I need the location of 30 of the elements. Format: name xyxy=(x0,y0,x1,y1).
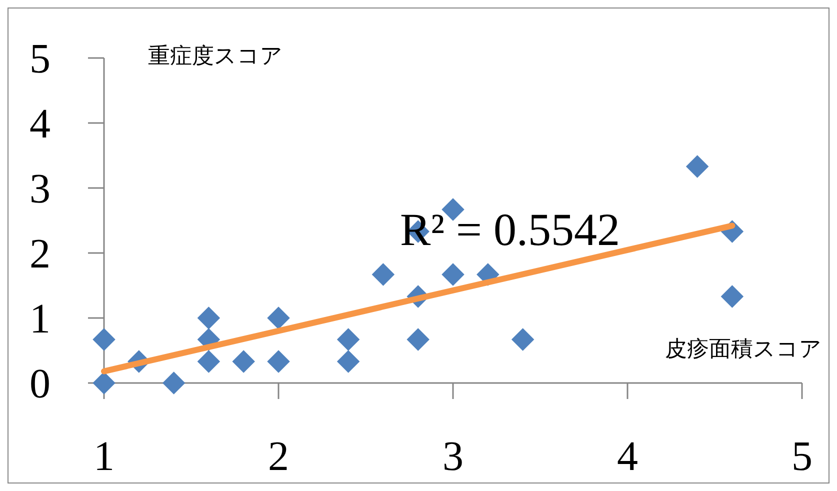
point xyxy=(406,328,430,351)
point xyxy=(686,155,709,178)
y-tick-label: 1 xyxy=(30,296,50,343)
y-tick-label: 5 xyxy=(30,36,50,83)
x-tick-label: 4 xyxy=(617,434,638,480)
point xyxy=(720,285,744,308)
point xyxy=(442,263,464,286)
point xyxy=(92,372,116,394)
point xyxy=(232,350,255,373)
point xyxy=(267,350,290,373)
point xyxy=(336,328,360,351)
x-axis-title: 皮疹面積スコア xyxy=(665,336,822,361)
x-tick-label: 3 xyxy=(442,434,464,480)
point xyxy=(511,328,534,351)
x-tick-label: 2 xyxy=(268,434,289,480)
point xyxy=(372,263,395,286)
point xyxy=(442,198,464,221)
y-tick-label: 4 xyxy=(30,102,50,148)
y-tick-label: 0 xyxy=(30,362,50,408)
point xyxy=(197,350,220,373)
point xyxy=(197,306,220,330)
x-tick-label: 5 xyxy=(792,434,812,480)
point xyxy=(92,328,116,351)
point xyxy=(267,306,290,330)
x-tick-label: 1 xyxy=(94,434,114,480)
y-axis-title: 重症度スコア xyxy=(148,43,283,68)
point xyxy=(162,372,186,394)
y-tick-label: 3 xyxy=(30,166,50,213)
y-tick-label: 2 xyxy=(30,232,50,278)
point xyxy=(336,350,360,373)
